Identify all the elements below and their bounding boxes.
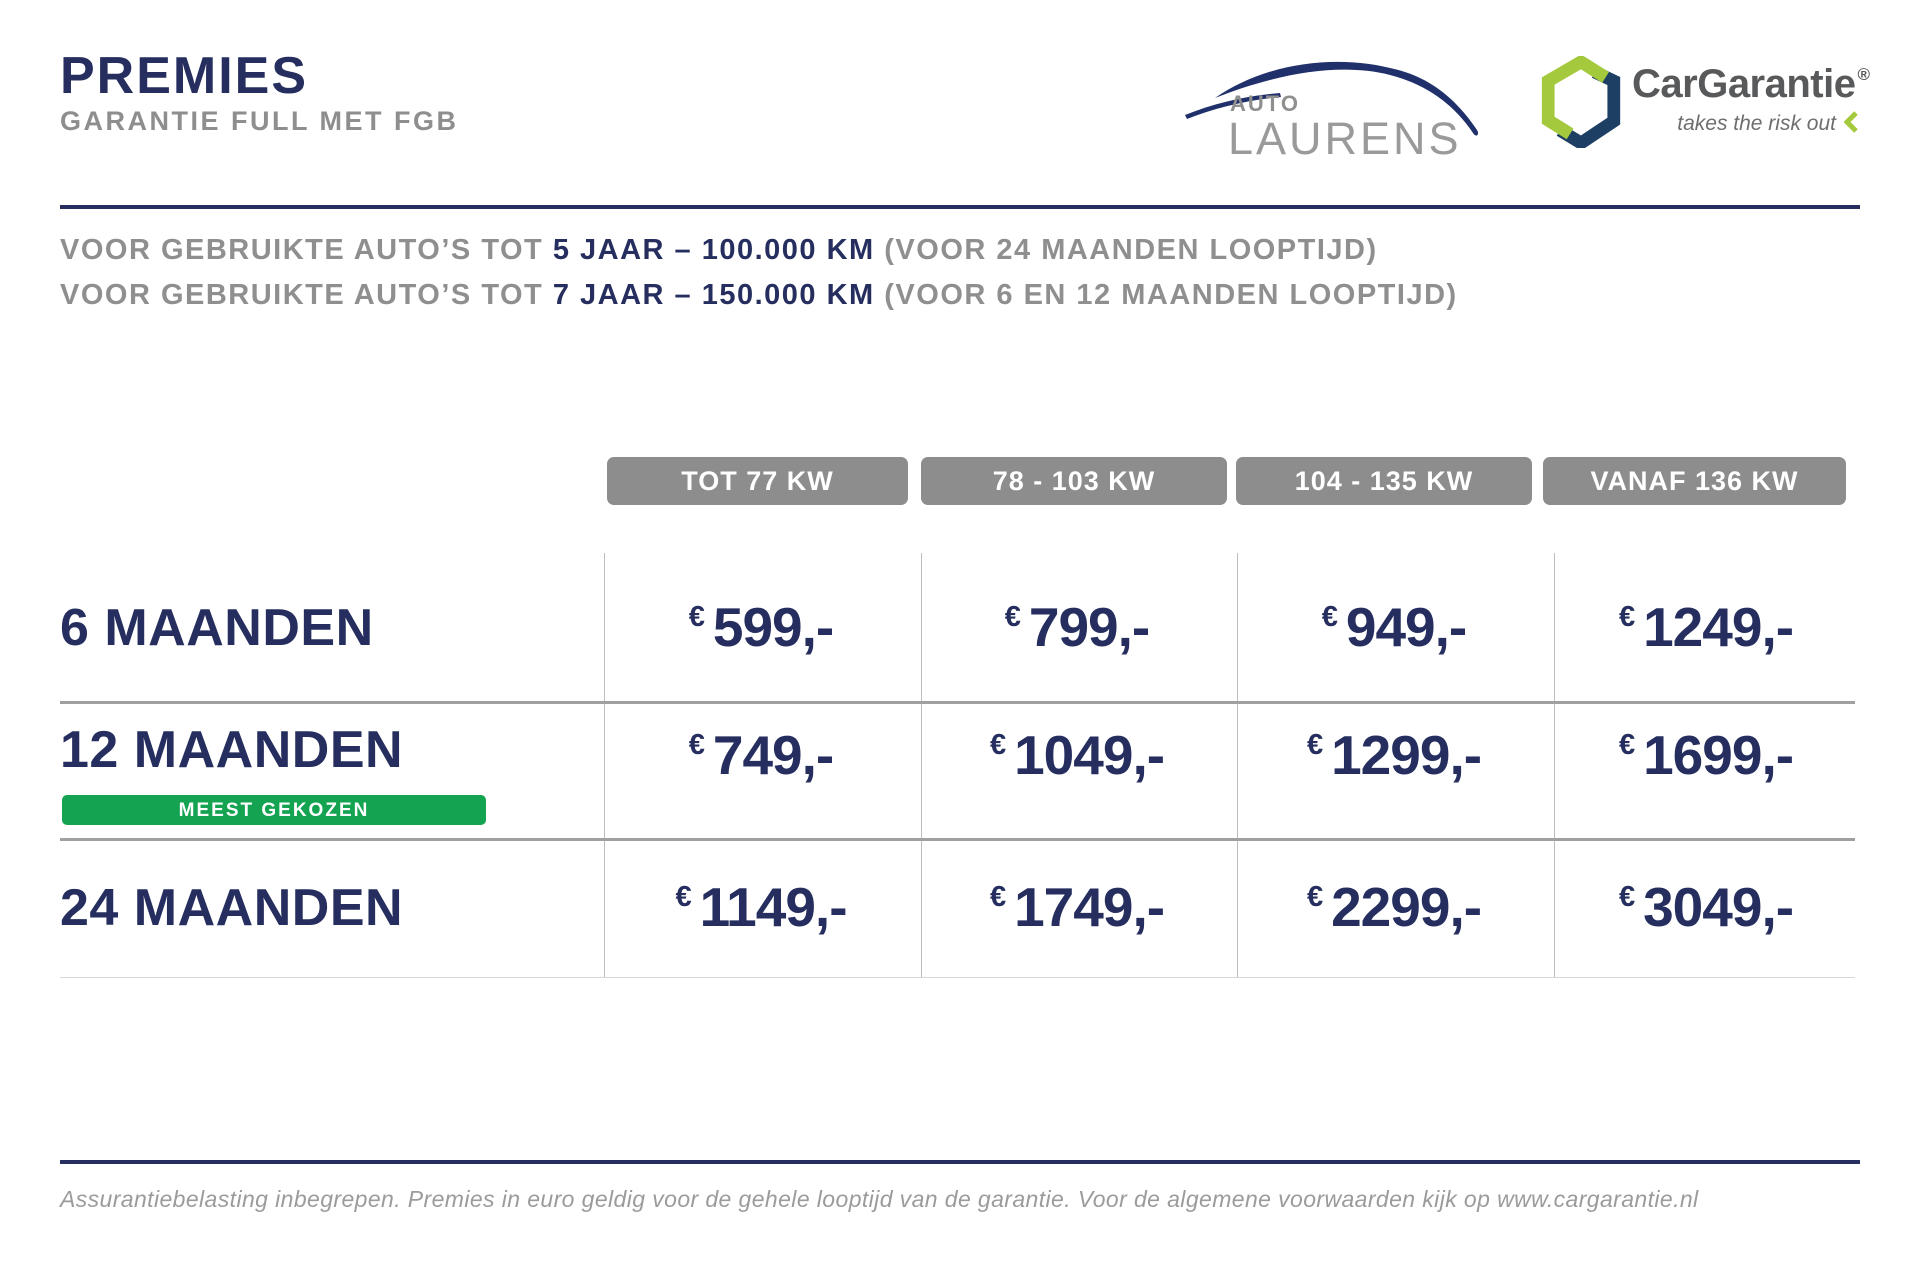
intro-2-highlight: 7 JAAR – 150.000 KM	[552, 279, 875, 311]
column-header-tot-77-kw: TOT 77 KW	[607, 457, 908, 505]
price-value: 749,-	[712, 724, 834, 786]
price-value: 1249,-	[1643, 596, 1794, 658]
euro-sign: €	[688, 729, 705, 761]
price-12m-vanaf136: €1699,-	[1551, 728, 1861, 783]
euro-sign: €	[1618, 881, 1636, 913]
table-vertical-divider	[921, 553, 922, 977]
registered-mark: ®	[1857, 65, 1870, 84]
euro-sign: €	[989, 881, 1007, 913]
tagline-text: takes the risk out	[1677, 112, 1836, 135]
euro-sign: €	[989, 729, 1007, 761]
header-divider	[60, 205, 1860, 209]
price-6m-tot77: €599,-	[606, 600, 916, 655]
price-value: 1149,-	[699, 876, 848, 938]
euro-sign: €	[1321, 601, 1338, 633]
price-6m-78-103: €799,-	[922, 600, 1232, 655]
intro-2-prefix: VOOR GEBRUIKTE AUTO’S TOT	[60, 279, 553, 311]
price-value: 1749,-	[1014, 876, 1165, 938]
price-value: 2299,-	[1331, 876, 1482, 938]
column-header-78-103-kw: 78 - 103 KW	[921, 457, 1227, 505]
price-value: 949,-	[1345, 596, 1467, 658]
price-value: 599,-	[712, 596, 834, 658]
price-6m-104-135: €949,-	[1239, 600, 1549, 655]
car-silhouette-icon	[1185, 61, 1479, 136]
column-header-vanaf-136-kw: VANAF 136 KW	[1543, 457, 1846, 505]
price-value: 1049,-	[1014, 724, 1165, 786]
price-12m-78-103: €1049,-	[922, 728, 1232, 783]
price-24m-vanaf136: €3049,-	[1551, 880, 1861, 935]
euro-sign: €	[1306, 881, 1324, 913]
intro-1-prefix: VOOR GEBRUIKTE AUTO’S TOT	[60, 234, 553, 266]
intro-1-suffix: (VOOR 24 MAANDEN LOOPTIJD)	[874, 234, 1378, 266]
footer-divider	[60, 1160, 1860, 1164]
euro-sign: €	[1306, 729, 1324, 761]
price-24m-104-135: €2299,-	[1239, 880, 1549, 935]
auto-laurens-top-text: AUTO	[1230, 91, 1300, 116]
auto-laurens-name-text: LAURENS	[1228, 113, 1462, 164]
page-subtitle: GARANTIE FULL MET FGB	[60, 106, 459, 136]
intro-line-2: VOOR GEBRUIKTE AUTO’S TOT 7 JAAR – 150.0…	[60, 281, 1458, 310]
euro-sign: €	[1004, 601, 1021, 633]
euro-sign: €	[675, 881, 692, 913]
meest-gekozen-badge: MEEST GEKOZEN	[62, 795, 486, 825]
price-24m-tot77: €1149,-	[606, 880, 916, 935]
row-label-24-maanden: 24 MAANDEN	[60, 879, 404, 937]
page-title: PREMIES	[60, 47, 309, 105]
table-vertical-divider	[1237, 553, 1238, 977]
price-24m-78-103: €1749,-	[922, 880, 1232, 935]
auto-laurens-logo: AUTO LAURENS	[1185, 48, 1490, 163]
cargarantie-name: CarGarantie ®	[1632, 64, 1870, 104]
table-bottom-divider	[60, 977, 1855, 978]
table-vertical-divider	[604, 553, 605, 977]
footer-disclaimer: Assurantiebelasting inbegrepen. Premies …	[60, 1186, 1699, 1212]
euro-sign: €	[688, 601, 705, 633]
euro-sign: €	[1618, 729, 1636, 761]
table-row-divider	[60, 838, 1855, 841]
column-header-104-135-kw: 104 - 135 KW	[1236, 457, 1532, 505]
table-vertical-divider	[1554, 553, 1555, 977]
price-value: 799,-	[1028, 596, 1150, 658]
price-value: 1299,-	[1331, 724, 1482, 786]
price-12m-104-135: €1299,-	[1239, 728, 1549, 783]
green-chevron-icon	[1843, 111, 1858, 133]
price-12m-tot77: €749,-	[606, 728, 916, 783]
intro-1-highlight: 5 JAAR – 100.000 KM	[552, 234, 875, 266]
cargarantie-logo: CarGarantie ® takes the risk out	[1540, 50, 1870, 155]
cargarantie-tagline: takes the risk out	[1632, 110, 1858, 136]
row-label-12-maanden: 12 MAANDEN	[60, 721, 404, 779]
row-label-6-maanden: 6 MAANDEN	[60, 599, 374, 657]
intro-line-1: VOOR GEBRUIKTE AUTO’S TOT 5 JAAR – 100.0…	[60, 236, 1378, 265]
price-value: 3049,-	[1643, 876, 1794, 938]
price-6m-vanaf136: €1249,-	[1551, 600, 1861, 655]
cargarantie-hexagon-icon	[1541, 56, 1621, 148]
euro-sign: €	[1618, 601, 1636, 633]
table-row-divider	[60, 701, 1855, 704]
cargarantie-wordmark: CarGarantie	[1632, 62, 1856, 106]
price-value: 1699,-	[1643, 724, 1794, 786]
intro-2-suffix: (VOOR 6 EN 12 MAANDEN LOOPTIJD)	[874, 279, 1458, 311]
